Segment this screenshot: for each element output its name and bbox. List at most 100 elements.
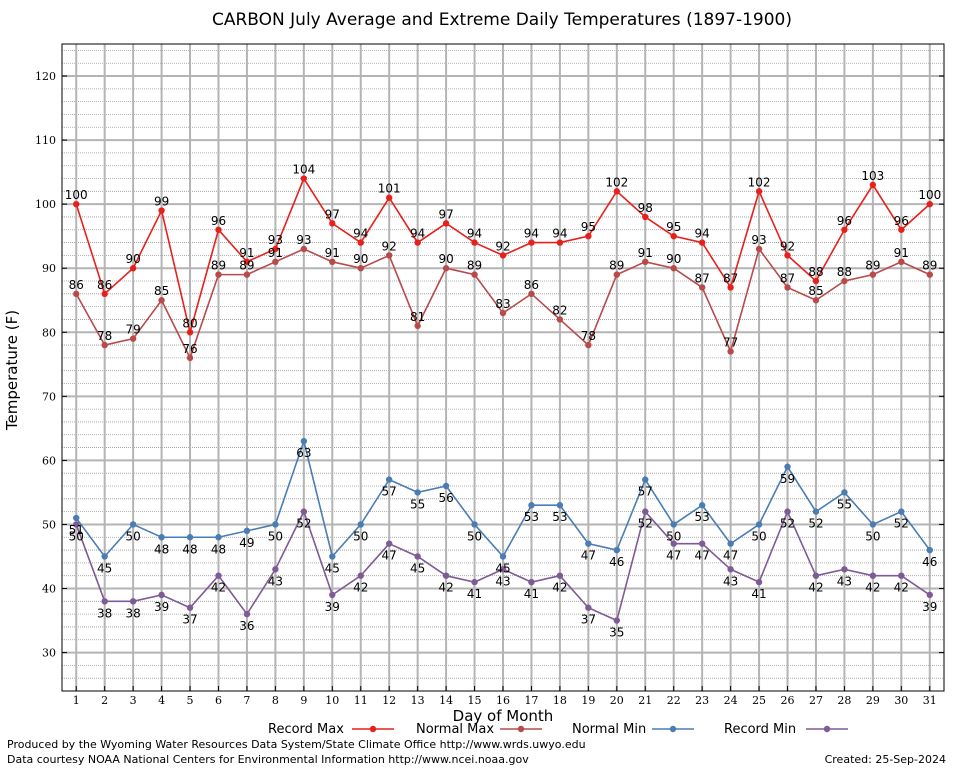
y-tick-label: 70	[42, 390, 56, 403]
point-record-min	[556, 572, 564, 579]
point-normal-max	[556, 316, 564, 323]
data-label-normal-max: 90	[666, 252, 681, 266]
data-label-record-max: 99	[154, 195, 169, 209]
point-normal-min	[186, 534, 194, 541]
point-record-max	[556, 239, 564, 246]
chart-title: CARBON July Average and Extreme Daily Te…	[212, 10, 792, 30]
data-label-record-min: 37	[581, 613, 596, 627]
x-tick-label: 2	[101, 694, 108, 707]
data-label-normal-max: 78	[97, 329, 112, 343]
data-label-normal-min: 49	[239, 536, 254, 550]
x-tick-label: 19	[581, 694, 595, 707]
point-normal-max	[73, 290, 80, 298]
data-label-record-max: 97	[438, 207, 453, 221]
point-record-max	[300, 175, 308, 182]
data-label-normal-max: 78	[581, 329, 596, 343]
point-record-min	[385, 540, 393, 547]
data-label-record-max: 94	[353, 227, 368, 241]
point-normal-max	[300, 245, 308, 253]
data-label-normal-max: 89	[609, 259, 624, 273]
point-normal-max	[272, 258, 279, 266]
x-tick-label: 12	[382, 694, 396, 707]
data-label-record-max: 86	[97, 278, 112, 292]
point-record-min	[755, 578, 763, 586]
point-normal-min	[329, 553, 336, 560]
legend-marker-normal-min	[669, 725, 677, 733]
data-label-record-max: 91	[239, 246, 254, 260]
data-label-record-min: 43	[723, 574, 738, 588]
point-normal-min	[556, 502, 564, 509]
data-label-record-min: 42	[211, 581, 226, 595]
data-label-record-max: 100	[918, 188, 941, 202]
data-label-record-min: 42	[808, 581, 823, 595]
data-label-record-max: 98	[638, 201, 653, 215]
data-label-normal-max: 93	[751, 233, 766, 247]
data-label-normal-max: 91	[638, 246, 653, 260]
point-record-min	[471, 578, 478, 586]
y-tick-label: 100	[35, 198, 56, 211]
x-tick-label: 16	[496, 694, 510, 707]
data-label-normal-max: 85	[808, 284, 823, 298]
point-record-min	[272, 566, 279, 573]
point-normal-max	[215, 271, 222, 278]
data-label-normal-max: 77	[723, 335, 738, 349]
legend-label-record-min: Record Min	[724, 722, 796, 737]
data-label-normal-min: 48	[211, 542, 226, 556]
x-tick-label: 8	[272, 694, 279, 707]
point-record-min	[642, 508, 649, 515]
data-label-normal-max: 93	[296, 233, 311, 247]
point-normal-min	[73, 514, 80, 522]
data-label-normal-min: 55	[837, 497, 852, 511]
data-label-normal-max: 89	[865, 259, 880, 273]
point-normal-max	[385, 252, 393, 259]
point-normal-min	[471, 521, 478, 528]
point-record-min	[300, 508, 308, 515]
data-label-record-min: 52	[780, 517, 795, 531]
point-normal-max	[528, 290, 535, 298]
point-normal-min	[528, 502, 535, 509]
point-normal-max	[414, 322, 421, 330]
point-normal-max	[841, 277, 848, 285]
point-record-max	[243, 258, 251, 266]
x-tick-label: 24	[724, 694, 738, 707]
data-label-record-max: 88	[808, 265, 823, 279]
point-normal-min	[499, 553, 507, 560]
legend-label-normal-max: Normal Max	[416, 722, 494, 737]
data-label-normal-max: 85	[154, 284, 169, 298]
footer-created-date: Created: 25-Sep-2024	[824, 753, 946, 766]
data-label-record-max: 102	[748, 175, 771, 189]
point-record-max	[528, 239, 535, 246]
x-tick-label: 26	[781, 694, 795, 707]
x-tick-label: 18	[553, 694, 567, 707]
data-label-normal-min: 50	[353, 529, 368, 543]
data-label-normal-min: 59	[780, 472, 795, 486]
data-label-normal-max: 91	[268, 246, 283, 260]
data-label-normal-min: 46	[609, 555, 624, 569]
data-label-record-max: 100	[65, 188, 88, 202]
point-record-min	[727, 566, 734, 573]
point-record-min	[215, 572, 222, 579]
series-layer	[73, 175, 933, 624]
data-label-normal-max: 86	[524, 278, 539, 292]
data-label-normal-max: 92	[382, 239, 397, 253]
point-record-min	[73, 521, 80, 528]
data-label-record-min: 45	[410, 561, 425, 575]
data-label-record-max: 92	[495, 239, 510, 253]
data-label-normal-min: 55	[410, 497, 425, 511]
data-label-normal-min: 50	[268, 529, 283, 543]
data-label-record-min: 52	[296, 517, 311, 531]
x-tick-label: 3	[130, 694, 137, 707]
legend: Record Max Normal Max Normal Min Record Min	[268, 722, 848, 737]
point-record-min	[357, 572, 364, 579]
data-label-record-max: 96	[894, 214, 909, 228]
data-label-normal-min: 48	[182, 542, 197, 556]
y-tick-label: 30	[42, 647, 56, 660]
point-record-min	[158, 591, 165, 599]
point-normal-min	[300, 437, 308, 445]
data-label-record-min: 42	[552, 581, 567, 595]
data-label-record-min: 43	[495, 574, 510, 588]
point-normal-max	[698, 284, 706, 291]
data-label-normal-max: 88	[837, 265, 852, 279]
data-label-record-max: 94	[552, 227, 567, 241]
data-label-normal-min: 50	[751, 529, 766, 543]
